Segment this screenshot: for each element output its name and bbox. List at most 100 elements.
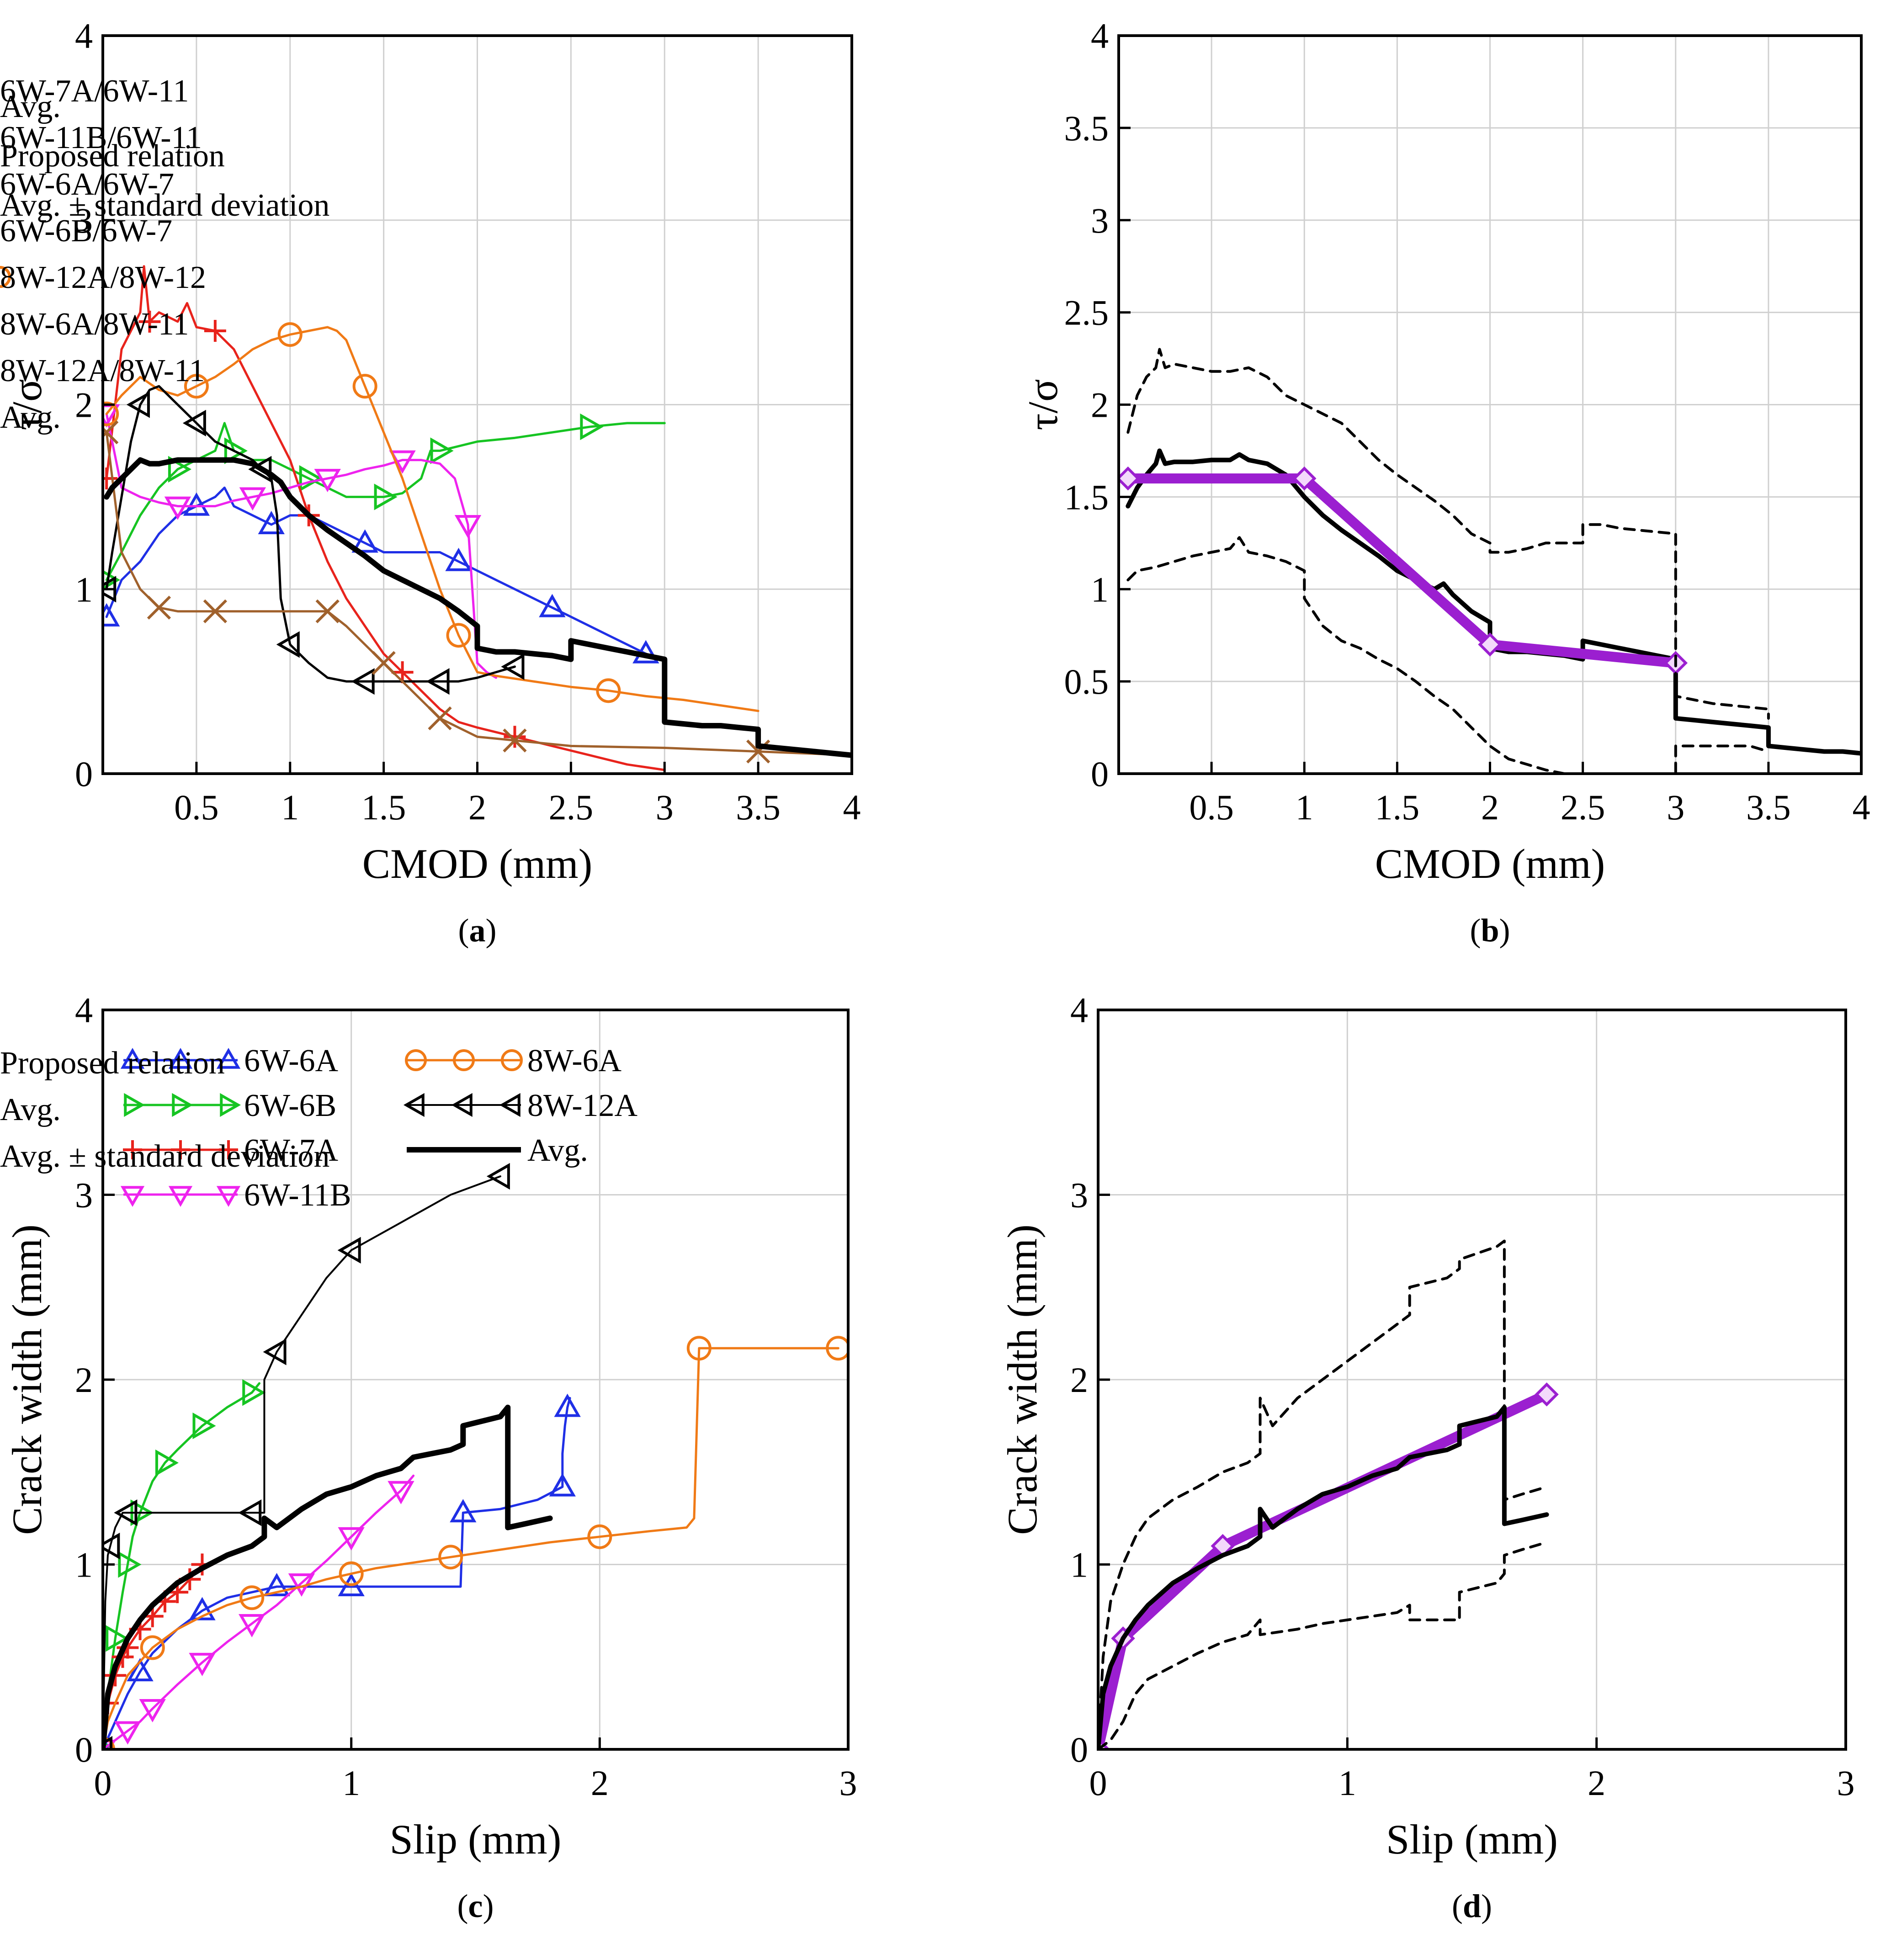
data-point-marker bbox=[103, 401, 119, 426]
data-point-marker bbox=[168, 456, 191, 483]
legend-item: Avg. ± standard deviation bbox=[0, 188, 329, 223]
panel-label: (c) bbox=[457, 1888, 494, 1924]
x-tick-label: 3 bbox=[1667, 787, 1684, 827]
data-point-marker bbox=[277, 322, 303, 347]
x-axis-label: Slip (mm) bbox=[390, 1816, 562, 1863]
x-tick-label: 0.5 bbox=[1189, 787, 1234, 827]
data-point-marker bbox=[103, 467, 118, 489]
x-tick-label: 1 bbox=[1296, 787, 1313, 827]
data-point-marker bbox=[351, 529, 378, 553]
legend-label: 6W-6B bbox=[244, 1088, 336, 1123]
x-tick-label: 4 bbox=[1853, 787, 1870, 827]
y-tick-label: 2 bbox=[75, 1360, 93, 1400]
legend-marker bbox=[124, 1093, 145, 1117]
series-line-avg- bbox=[1098, 1405, 1549, 1749]
legend-label: 8W-6A bbox=[527, 1043, 622, 1078]
y-tick-label: 3 bbox=[1091, 201, 1109, 240]
panel-label: (b) bbox=[1470, 912, 1510, 949]
legend-item: 8W-12A/8W-11 bbox=[0, 353, 205, 388]
data-point-marker bbox=[539, 594, 566, 617]
y-tick-label: 0 bbox=[1091, 754, 1109, 794]
data-point-marker bbox=[486, 1163, 510, 1190]
data-point-marker bbox=[352, 374, 377, 399]
legend-label: 8W-12A/8W-12 bbox=[0, 260, 206, 295]
data-point-marker bbox=[164, 496, 191, 520]
data-point-marker bbox=[203, 599, 227, 623]
legend-label: Proposed relation bbox=[0, 1046, 225, 1081]
y-tick-label: 4 bbox=[75, 990, 93, 1030]
data-point-marker bbox=[315, 599, 340, 623]
y-tick-label: 3 bbox=[1070, 1175, 1088, 1215]
legend-item: Avg. ± standard deviation bbox=[0, 1139, 329, 1174]
series-group bbox=[1119, 348, 1861, 774]
series-line-avg- bbox=[104, 457, 852, 758]
legend-marker bbox=[501, 1049, 523, 1071]
series-line-8w-6a bbox=[103, 1347, 839, 1749]
legend-label: Avg. bbox=[0, 1092, 61, 1127]
data-point-marker bbox=[138, 310, 161, 333]
data-point-marker bbox=[114, 1499, 138, 1526]
panel-c: 0 1 2 3 4 0 1 2 3 Slip (mm) Crack width (mm) (c) 6W-… bbox=[4, 990, 857, 1924]
x-tick-label: 2.5 bbox=[1561, 787, 1605, 827]
legend-item: Avg. bbox=[0, 1092, 61, 1127]
legend-item: 6W-11B/6W-11 bbox=[0, 120, 202, 155]
legend-marker bbox=[0, 266, 11, 288]
legend-item: 6W-6B/6W-7 bbox=[0, 213, 172, 249]
y-tick-label: 2 bbox=[1091, 385, 1109, 425]
legend: Proposed relation Avg. Avg. ± standard dev… bbox=[0, 1046, 329, 1174]
y-tick-label: 4 bbox=[1070, 990, 1088, 1030]
legend-label: 8W-12A/8W-11 bbox=[0, 353, 205, 388]
y-tick-label: 1 bbox=[75, 569, 93, 609]
legend-item: Avg. bbox=[407, 1133, 588, 1168]
legend-label: 6W-7A bbox=[244, 1133, 339, 1168]
legend-marker bbox=[120, 1047, 145, 1069]
series-group bbox=[1098, 1239, 1559, 1749]
legend-item: 6W-6B bbox=[123, 1088, 336, 1123]
series-line-8w-12a bbox=[103, 1175, 501, 1749]
data-point-marker bbox=[147, 595, 171, 620]
y-tick-label: 1.5 bbox=[1064, 477, 1109, 517]
panel-b: 0 0.5 1 1.5 2 2.5 3 3.5 4 0.5 1 1.5 2 2.5 3 3.5 4 CMOD (m… bbox=[0, 16, 1870, 949]
x-axis-label: Slip (mm) bbox=[1386, 1816, 1558, 1863]
y-tick-label: 2 bbox=[1070, 1360, 1088, 1400]
panel-label: (d) bbox=[1452, 1888, 1492, 1924]
data-point-marker bbox=[299, 465, 323, 492]
y-tick-label: 2.5 bbox=[1064, 293, 1109, 333]
y-tick-label: 0 bbox=[1070, 1730, 1088, 1769]
series-line-8w-6a-8w-11 bbox=[105, 385, 516, 683]
series-line-6w-6a bbox=[103, 1397, 571, 1749]
y-tick-label: 2 bbox=[75, 385, 93, 425]
y-axis-label: τ/σ bbox=[4, 379, 50, 430]
legend-item: 6W-7A bbox=[123, 1133, 339, 1168]
legend-label: 6W-6B/6W-7 bbox=[0, 213, 172, 249]
y-tick-label: 4 bbox=[75, 16, 93, 56]
legend-label: Avg. bbox=[0, 400, 61, 435]
x-axis-label: CMOD (mm) bbox=[362, 840, 592, 887]
series-line-avg- bbox=[1126, 448, 1861, 756]
data-point-marker bbox=[554, 1393, 581, 1417]
data-point-marker bbox=[258, 510, 285, 534]
legend-marker bbox=[403, 1093, 425, 1117]
legend-marker bbox=[120, 1186, 145, 1207]
legend-marker bbox=[216, 1047, 241, 1069]
legend-label: Avg. bbox=[527, 1133, 588, 1168]
x-tick-label: 0 bbox=[94, 1763, 112, 1803]
data-point-marker bbox=[238, 1499, 262, 1526]
data-point-marker bbox=[182, 409, 206, 437]
series-line-6w-6b-6w-7 bbox=[105, 413, 497, 679]
data-point-marker bbox=[263, 1572, 290, 1597]
series-line-avg- bbox=[103, 1404, 553, 1749]
y-tick-label: 1 bbox=[75, 1545, 93, 1585]
x-tick-label: 2.5 bbox=[549, 787, 594, 827]
data-point-marker bbox=[239, 1585, 265, 1610]
x-axis-label: CMOD (mm) bbox=[1375, 840, 1605, 887]
data-point-marker bbox=[1535, 1382, 1559, 1407]
series-line-std-lower bbox=[1126, 536, 1770, 774]
y-axis-label: Crack width (mm) bbox=[4, 1224, 50, 1535]
series-group bbox=[103, 265, 852, 771]
legend-marker bbox=[168, 1186, 193, 1207]
data-point-marker bbox=[549, 1473, 576, 1497]
panel-label: (a) bbox=[458, 912, 497, 949]
legend-marker bbox=[453, 1049, 475, 1071]
data-point-marker bbox=[454, 515, 482, 538]
